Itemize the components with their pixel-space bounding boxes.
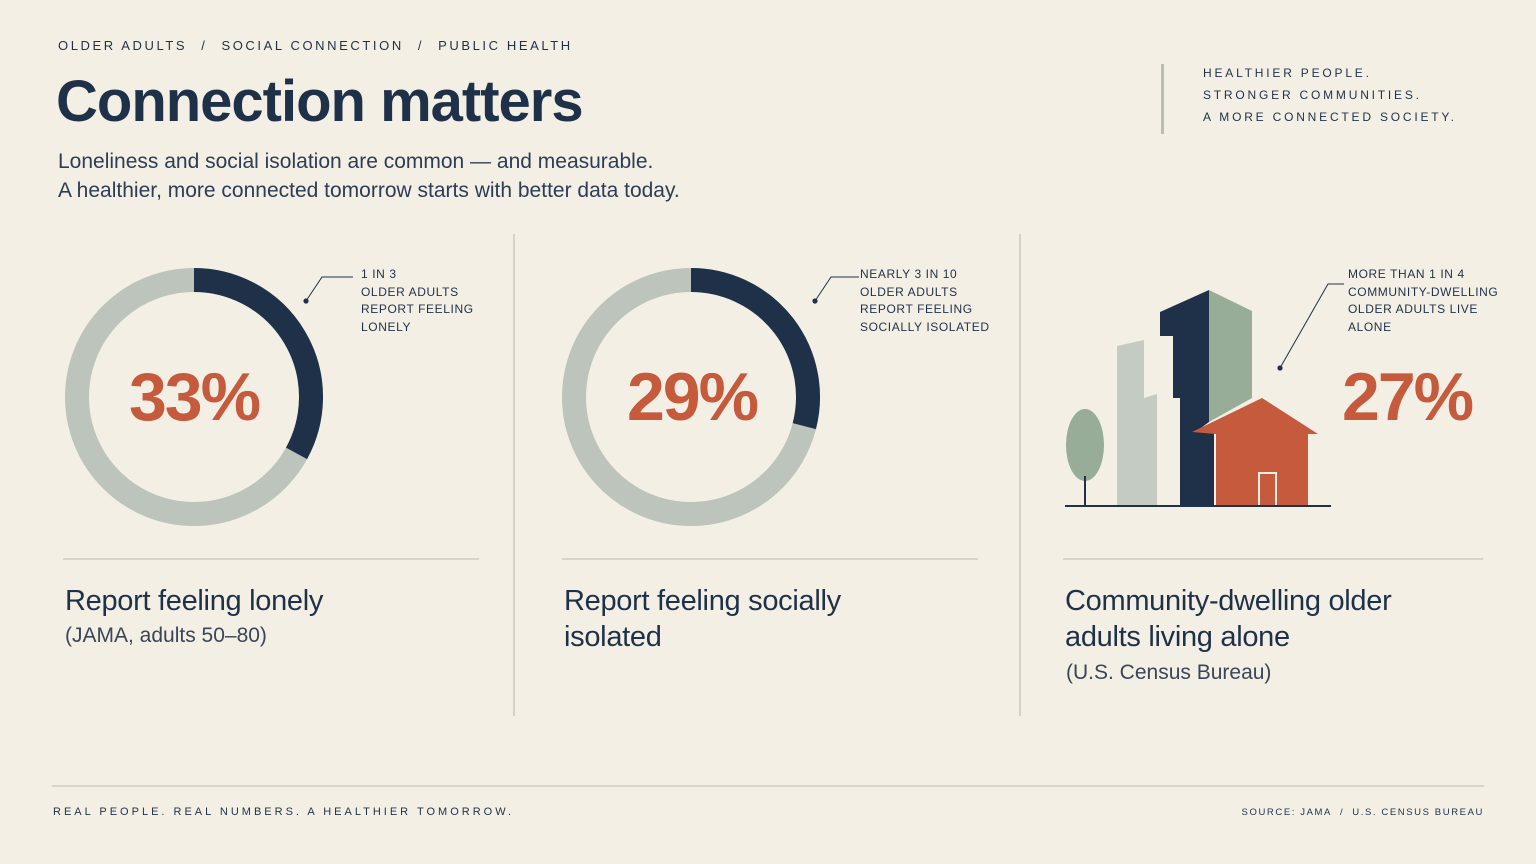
breadcrumb-item: PUBLIC HEALTH [438, 38, 573, 53]
house-icon [1192, 398, 1318, 506]
callout-leader-line [303, 276, 353, 304]
page-subtitle: Loneliness and social isolation are comm… [58, 147, 680, 205]
stat-label: Report feeling socially isolated [564, 583, 841, 655]
donut-chart-isolated [562, 268, 820, 526]
callout-line: OLDER ADULTS [361, 284, 459, 299]
stat-label-line: isolated [564, 621, 662, 653]
donut-chart-lonely [65, 268, 323, 526]
building-icon [1117, 340, 1157, 506]
stat-source: (JAMA, adults 50–80) [65, 624, 267, 647]
callout-text: NEARLY 3 IN 10 OLDER ADULTS REPORT FEELI… [860, 266, 990, 336]
footer-rule [52, 785, 1484, 787]
callout-leader-line [1277, 283, 1344, 371]
breadcrumb-separator: / [417, 38, 425, 53]
tagline-accent-bar [1161, 64, 1164, 134]
tagline: HEALTHIER PEOPLE. STRONGER COMMUNITIES. … [1203, 62, 1457, 128]
breadcrumb-item: OLDER ADULTS [58, 38, 188, 53]
donut-value-arc [690, 268, 820, 430]
column-divider [513, 234, 515, 716]
tree-icon [1066, 409, 1104, 481]
stat-source: (U.S. Census Bureau) [1066, 661, 1272, 684]
stat-label: Report feeling lonely [65, 583, 323, 619]
callout-line: OLDER ADULTS LIVE [1348, 302, 1479, 316]
city-illustration [1065, 290, 1331, 507]
breadcrumb-item: SOCIAL CONNECTION [221, 38, 404, 53]
footer-separator: / [1340, 807, 1345, 818]
callout-text: MORE THAN 1 IN 4 COMMUNITY-DWELLING OLDE… [1348, 266, 1498, 336]
tagline-line: A MORE CONNECTED SOCIETY. [1203, 110, 1457, 124]
callout-line: ALONE [1348, 319, 1392, 334]
callout-line: 1 IN 3 [361, 267, 397, 281]
stat-label: Community-dwelling older adults living a… [1065, 583, 1392, 655]
callout-line: REPORT FEELING [361, 302, 474, 316]
column-divider [1019, 234, 1021, 716]
stat-label-line: Report feeling socially [564, 585, 841, 617]
callout-line: REPORT FEELING [860, 302, 973, 316]
footer-tagline: REAL PEOPLE. REAL NUMBERS. A HEALTHIER T… [53, 806, 515, 818]
footer-source-item: U.S. CENSUS BUREAU [1352, 807, 1484, 818]
callout-line: COMMUNITY-DWELLING [1348, 284, 1499, 299]
callout-text: 1 IN 3 OLDER ADULTS REPORT FEELING LONEL… [361, 266, 474, 336]
column-rule [63, 558, 479, 560]
percent-value: 27% [1342, 359, 1474, 435]
percent-value: 33% [128, 359, 261, 435]
callout-leader-line [812, 276, 859, 304]
building-icon [1160, 290, 1209, 506]
tagline-line: HEALTHIER PEOPLE. [1203, 66, 1372, 80]
tagline-line: STRONGER COMMUNITIES. [1203, 88, 1422, 102]
stat-label-line: Community-dwelling older [1065, 585, 1392, 617]
callout-line: MORE THAN 1 IN 4 [1348, 267, 1465, 281]
callout-line: LONELY [361, 319, 412, 334]
donut-value-arc [193, 268, 323, 460]
callout-line: SOCIALLY ISOLATED [860, 319, 990, 334]
subtitle-line: A healthier, more connected tomorrow sta… [58, 179, 680, 202]
stat-label-line: adults living alone [1065, 621, 1290, 653]
footer-source: SOURCE: JAMA / U.S. CENSUS BUREAU [1242, 807, 1484, 818]
page-title: Connection matters [56, 69, 584, 134]
column-rule [1063, 558, 1483, 560]
breadcrumb: OLDER ADULTS / SOCIAL CONNECTION / PUBLIC HE… [58, 38, 573, 53]
subtitle-line: Loneliness and social isolation are comm… [58, 150, 654, 173]
stat-label-line: Report feeling lonely [65, 585, 324, 617]
breadcrumb-separator: / [201, 38, 208, 53]
callout-line: OLDER ADULTS [860, 284, 958, 299]
column-rule [562, 558, 978, 560]
percent-value: 29% [626, 359, 759, 435]
callout-line: NEARLY 3 IN 10 [860, 267, 958, 281]
footer-source-item: SOURCE: JAMA [1241, 807, 1332, 818]
